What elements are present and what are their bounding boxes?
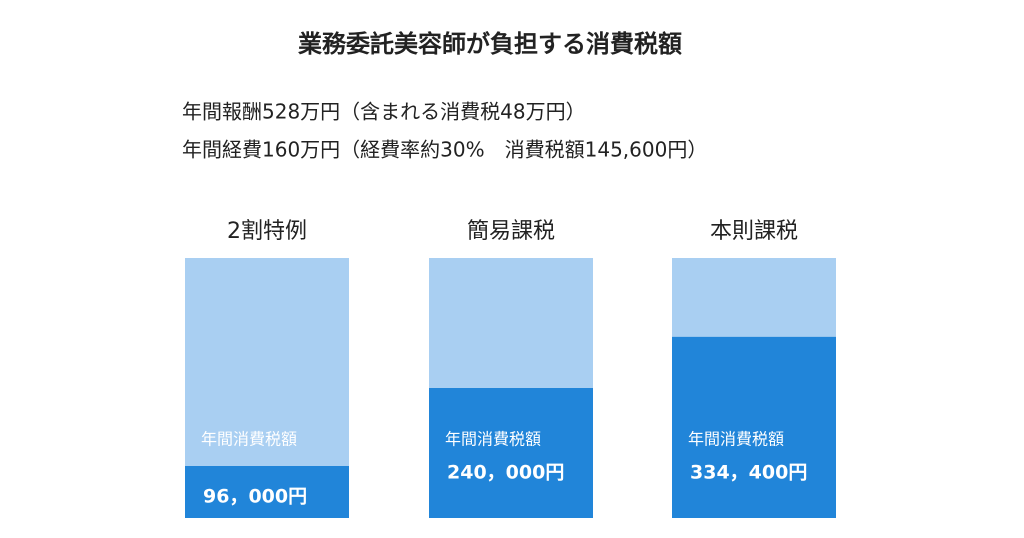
- subtitle: 年間経費160万円（経費率約30% 消費税額145,600円）: [182, 138, 707, 162]
- value-label: 334，400円: [690, 462, 807, 484]
- category-label: 本則課税: [710, 219, 798, 244]
- bar: [672, 336, 836, 518]
- bar: [185, 466, 349, 518]
- value-caption: 年間消費税額: [445, 430, 541, 449]
- subtitle: 年間報酬528万円（含まれる消費税48万円）: [182, 100, 586, 124]
- value-caption: 年間消費税額: [688, 430, 784, 449]
- bar: [429, 388, 593, 518]
- category-label: 簡易課税: [467, 219, 555, 244]
- value-caption: 年間消費税額: [201, 430, 297, 449]
- value-label: 96，000円: [203, 486, 307, 508]
- value-label: 240，000円: [447, 462, 564, 484]
- category-label: 2割特例: [227, 219, 307, 244]
- chart-title: 業務委託美容師が負担する消費税額: [298, 30, 682, 58]
